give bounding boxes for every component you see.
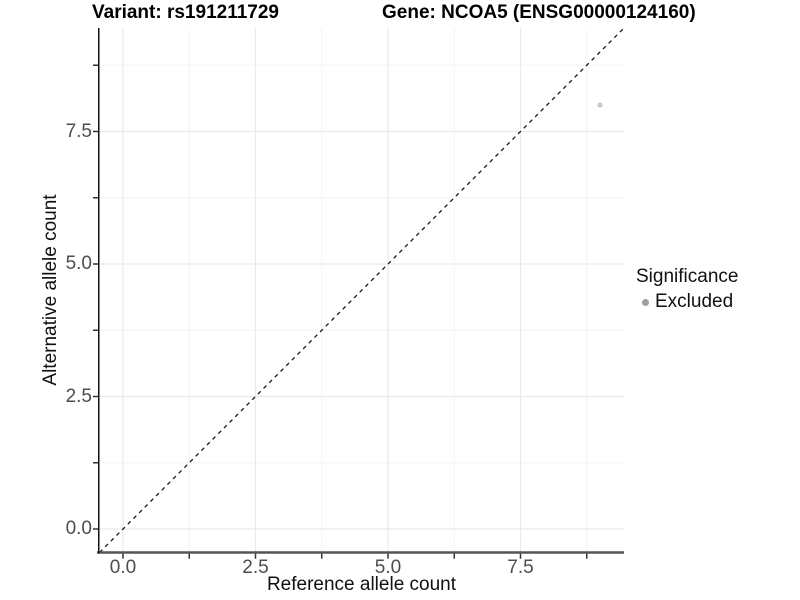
- legend-item-label: Excluded: [655, 291, 734, 312]
- identity-dashed-line: [99, 27, 625, 553]
- legend-item-excluded: Excluded: [636, 291, 738, 313]
- x-tick-label: 5.0: [374, 557, 402, 578]
- y-tick-label: 2.5: [65, 385, 92, 407]
- x-tick-label: 2.5: [242, 557, 269, 578]
- y-tick-label: 5.0: [65, 253, 92, 274]
- legend-key-dot-icon: [642, 298, 649, 306]
- data-point: [597, 102, 603, 108]
- x-axis-title: Reference allele count: [266, 574, 457, 595]
- y-axis-title: Alternative allele count: [40, 194, 61, 386]
- legend-title: Significance: [636, 266, 739, 287]
- legend: Significance Excluded: [636, 266, 738, 313]
- y-tick-label: 7.5: [65, 120, 92, 142]
- y-tick-label: 0.0: [65, 518, 92, 539]
- x-tick-label: 7.5: [507, 557, 534, 578]
- variant-title: Variant: rs191211729: [92, 2, 279, 23]
- gene-title: Gene: NCOA5 (ENSG00000124160): [382, 2, 696, 23]
- x-tick-label: 0.0: [109, 557, 137, 578]
